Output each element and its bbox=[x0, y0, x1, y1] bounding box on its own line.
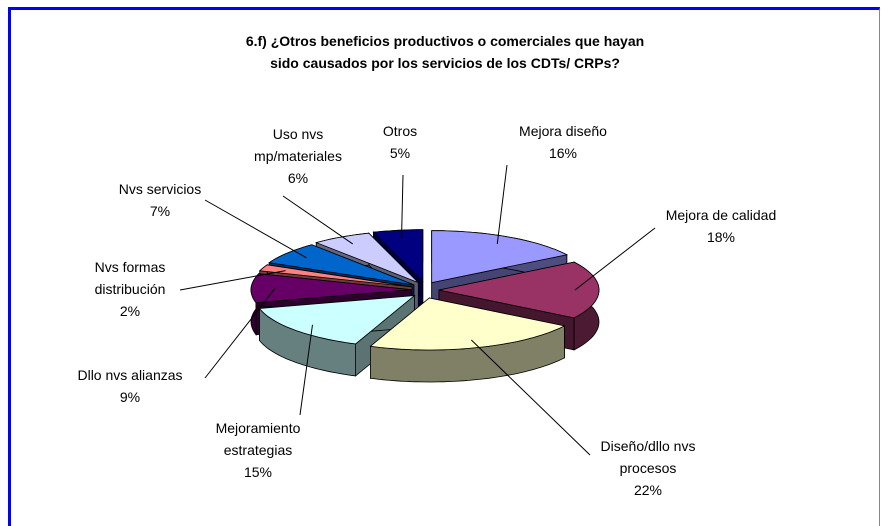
leader-line bbox=[496, 164, 508, 244]
slice-label: Otros 5% bbox=[370, 120, 430, 164]
slice-top bbox=[372, 229, 424, 283]
value-label: 15% bbox=[243, 464, 273, 480]
value-label: 2% bbox=[119, 303, 141, 319]
value-label: 18% bbox=[706, 229, 736, 245]
leader-line bbox=[204, 199, 307, 259]
slice-label: Nvs formas distribución 2% bbox=[78, 256, 183, 322]
category-label: Nvs formas distribución bbox=[94, 259, 166, 297]
category-label: Dllo nvs alianzas bbox=[77, 367, 183, 383]
value-label: 7% bbox=[149, 203, 171, 219]
slice-label: Diseño/dllo nvs procesos 22% bbox=[588, 435, 708, 501]
chart-title: 6.f) ¿Otros beneficios productivos o com… bbox=[245, 33, 645, 71]
category-label: Nvs servicios bbox=[118, 181, 202, 197]
leader-line bbox=[204, 288, 276, 379]
slice-label: Uso nvs mp/materiales 6% bbox=[246, 123, 351, 189]
value-label: 22% bbox=[633, 482, 663, 498]
value-label: 5% bbox=[389, 145, 411, 161]
value-label: 6% bbox=[287, 170, 309, 186]
slice-top bbox=[438, 261, 600, 319]
category-label: Mejora de calidad bbox=[665, 207, 777, 223]
category-label: Mejoramiento estrategias bbox=[215, 420, 301, 458]
slice-label: Mejoramiento estrategias 15% bbox=[206, 417, 311, 483]
slice-top bbox=[250, 273, 412, 304]
slice-top bbox=[258, 264, 413, 288]
slice-label: Dllo nvs alianzas 9% bbox=[60, 364, 200, 408]
leader-line bbox=[401, 174, 404, 239]
category-label: Uso nvs mp/materiales bbox=[254, 126, 342, 164]
value-label: 9% bbox=[119, 389, 141, 405]
leader-line bbox=[574, 227, 656, 291]
category-label: Mejora diseño bbox=[519, 123, 607, 139]
category-label: Diseño/dllo nvs procesos bbox=[600, 438, 696, 476]
category-label: Otros bbox=[382, 123, 418, 139]
slice-top bbox=[258, 295, 416, 345]
leader-line bbox=[299, 324, 313, 416]
chart-frame bbox=[8, 7, 880, 526]
slice-top bbox=[268, 244, 415, 286]
slice-label: Nvs servicios 7% bbox=[105, 178, 215, 222]
slice-top bbox=[431, 230, 569, 284]
slice-label: Mejora de calidad 18% bbox=[651, 204, 791, 248]
leader-line bbox=[282, 195, 354, 245]
slice-top bbox=[315, 232, 419, 283]
leader-line bbox=[471, 339, 591, 456]
slice-label: Mejora diseño 16% bbox=[508, 120, 618, 164]
value-label: 16% bbox=[548, 145, 578, 161]
leader-line bbox=[179, 270, 286, 291]
